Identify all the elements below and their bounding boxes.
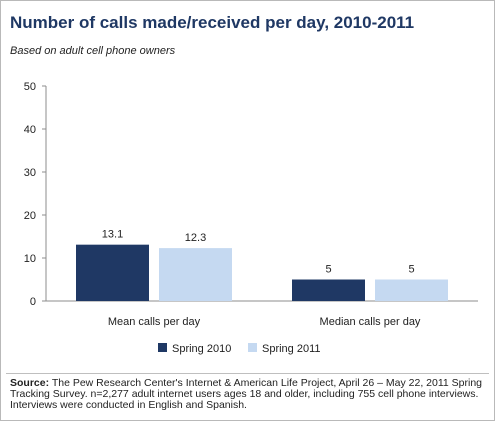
source-divider	[6, 373, 489, 374]
category-label: Mean calls per day	[108, 316, 201, 328]
source-text: The Pew Research Center's Internet & Ame…	[10, 377, 483, 411]
chart-subtitle: Based on adult cell phone owners	[10, 45, 176, 57]
data-label: 5	[408, 264, 414, 276]
bar	[292, 279, 365, 301]
y-tick-label: 40	[24, 124, 36, 136]
bar	[76, 244, 149, 301]
legend-label: Spring 2011	[262, 343, 321, 355]
legend-swatch	[158, 343, 167, 352]
data-label: 13.1	[102, 229, 123, 241]
legend-swatch	[248, 343, 257, 352]
category-label: Median calls per day	[320, 316, 421, 328]
legend-label: Spring 2010	[172, 343, 231, 355]
source-note: Source: The Pew Research Center's Intern…	[10, 378, 488, 411]
chart-title: Number of calls made/received per day, 2…	[10, 13, 415, 32]
y-tick-label: 0	[30, 296, 36, 308]
data-label: 12.3	[185, 232, 206, 244]
data-label: 5	[325, 264, 331, 276]
y-tick-label: 50	[24, 81, 36, 93]
y-tick-label: 20	[24, 210, 36, 222]
bar	[159, 248, 232, 301]
bar	[375, 279, 448, 301]
y-tick-label: 30	[24, 167, 36, 179]
y-tick-label: 10	[24, 253, 36, 265]
source-label: Source:	[10, 377, 50, 389]
